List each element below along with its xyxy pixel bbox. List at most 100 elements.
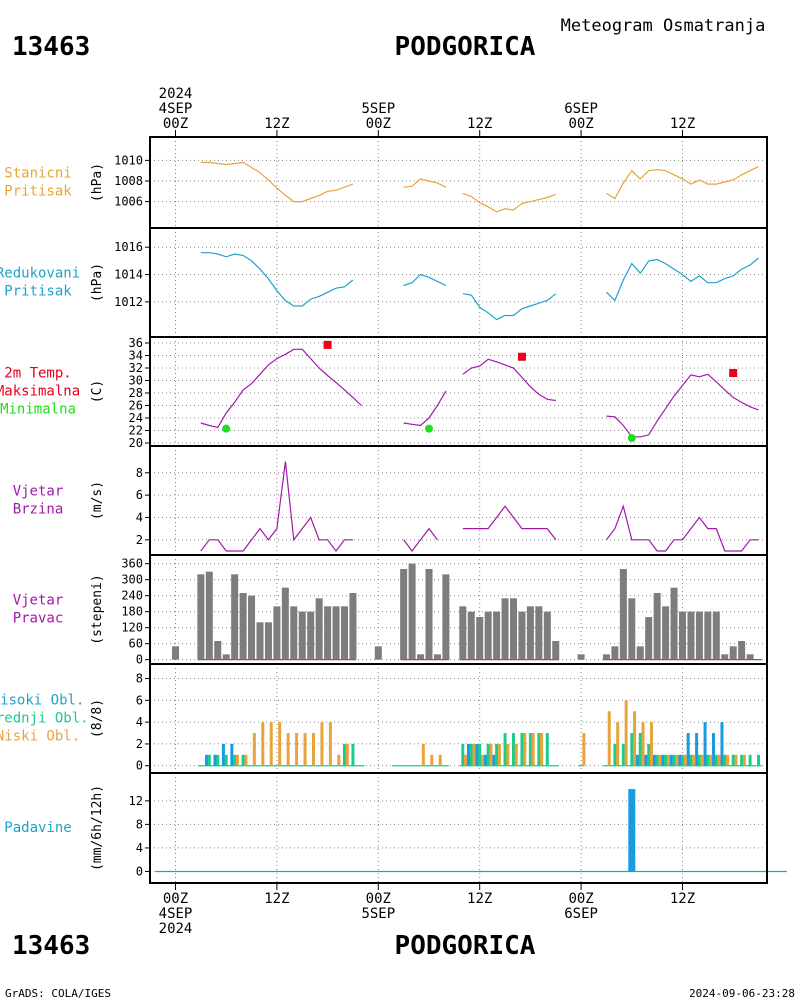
y-axis-label: (m/s) — [90, 481, 105, 520]
bar-teal — [681, 754, 684, 766]
min-temp-marker — [222, 424, 231, 433]
y-axis-label: (mm/6h/12h) — [90, 785, 105, 871]
bar-blue — [492, 754, 496, 766]
series-line — [200, 252, 354, 307]
bar-blue — [703, 722, 707, 766]
bar-orange — [506, 743, 510, 766]
y-axis-label: (C) — [90, 380, 105, 403]
bar-teal — [672, 754, 676, 766]
y-tick-label: 2 — [136, 533, 143, 547]
y-tick-label: 8 — [136, 817, 143, 831]
panel-frame — [149, 445, 768, 556]
bar — [704, 611, 712, 660]
bar — [662, 606, 670, 660]
bar-teal — [503, 733, 507, 766]
bar-orange — [430, 754, 434, 766]
bar-orange — [320, 722, 324, 766]
bar-teal — [224, 754, 228, 766]
bar-blue — [720, 722, 724, 766]
bar — [239, 593, 247, 660]
bar — [273, 606, 281, 660]
top-time-label: 00Z — [366, 116, 391, 132]
bar-teal — [647, 743, 651, 766]
bar — [315, 598, 323, 660]
bar-teal — [520, 733, 524, 766]
bar-blue — [483, 754, 487, 766]
bottom-time-label: 5SEP — [361, 906, 395, 922]
y-tick-label: 2 — [136, 737, 143, 751]
bar-blue — [205, 754, 209, 766]
variable-label: Brzina — [13, 502, 64, 518]
bar-teal — [478, 743, 482, 766]
series-line — [462, 358, 556, 402]
y-tick-label: 120 — [121, 621, 143, 635]
variable-label: Stanicni — [4, 166, 71, 182]
bar-orange — [286, 733, 290, 766]
bar-orange — [421, 743, 425, 766]
bar — [493, 611, 501, 660]
bottom-time-label: 12Z — [467, 891, 492, 907]
bar-orange — [328, 722, 332, 766]
series-line — [200, 461, 353, 552]
bar-teal — [469, 743, 473, 766]
top-time-label: 12Z — [264, 116, 289, 132]
variable-label: Srednji Obl. — [0, 711, 89, 727]
bar — [628, 598, 636, 660]
bar — [264, 622, 272, 660]
y-tick-label: 1008 — [114, 174, 143, 188]
bottom-time-label: 12Z — [264, 891, 289, 907]
panel-vjetar_brzina: 2 4 6 8 (m/s) Vjetar Brzina — [13, 445, 768, 556]
bar-orange — [531, 733, 535, 766]
bar-orange — [658, 754, 662, 766]
bottom-time-label: 12Z — [670, 891, 695, 907]
bar — [679, 611, 686, 660]
y-tick-label: 240 — [121, 589, 143, 603]
min-temp-marker — [425, 424, 433, 433]
bar — [687, 611, 695, 660]
bar-orange — [649, 722, 653, 766]
top-time-label: 2024 — [159, 86, 193, 102]
bar — [602, 654, 610, 660]
max-temp-marker — [517, 352, 526, 361]
variable-label: Pravac — [13, 611, 64, 627]
bar-orange — [709, 754, 713, 766]
y-tick-label: 60 — [129, 637, 143, 651]
bar-orange — [607, 711, 611, 766]
station-name-bottom: PODGORICA — [395, 931, 536, 961]
top-time-label: 00Z — [163, 116, 188, 132]
bar — [611, 646, 619, 660]
bar-teal — [740, 754, 744, 766]
bar — [298, 611, 306, 660]
bottom-time-label: 00Z — [366, 891, 391, 907]
y-tick-label: 8 — [136, 466, 143, 480]
bar — [172, 646, 179, 660]
bar-blue — [712, 733, 716, 766]
bar-orange — [582, 733, 586, 766]
bar-blue — [652, 754, 656, 766]
series-line — [403, 390, 447, 427]
bar — [459, 606, 467, 660]
top-time-label: 12Z — [670, 116, 695, 132]
panel-vjetar_pravac: 0 60 120 180 240 300 360 (stepeni) Vjetar Pravac — [13, 554, 768, 667]
footer-credit: GrADS: COLA/IGES — [5, 987, 111, 1000]
bar — [433, 654, 441, 660]
bar-teal — [207, 754, 211, 766]
bar-orange — [337, 754, 341, 766]
bar-orange — [489, 743, 493, 766]
bar — [408, 563, 416, 660]
bar — [374, 646, 382, 660]
bar-orange — [345, 743, 349, 766]
bar — [307, 611, 315, 660]
bar-teal — [545, 733, 549, 766]
bar — [501, 598, 509, 660]
bottom-time-label: 00Z — [163, 891, 188, 907]
bar-teal — [216, 754, 220, 766]
bottom-time-label: 00Z — [568, 891, 593, 907]
bar — [222, 654, 230, 660]
variable-label: Padavine — [4, 820, 71, 836]
bar-teal — [512, 733, 515, 766]
variable-label: Vjetar — [13, 593, 64, 609]
bar-teal — [757, 754, 761, 766]
